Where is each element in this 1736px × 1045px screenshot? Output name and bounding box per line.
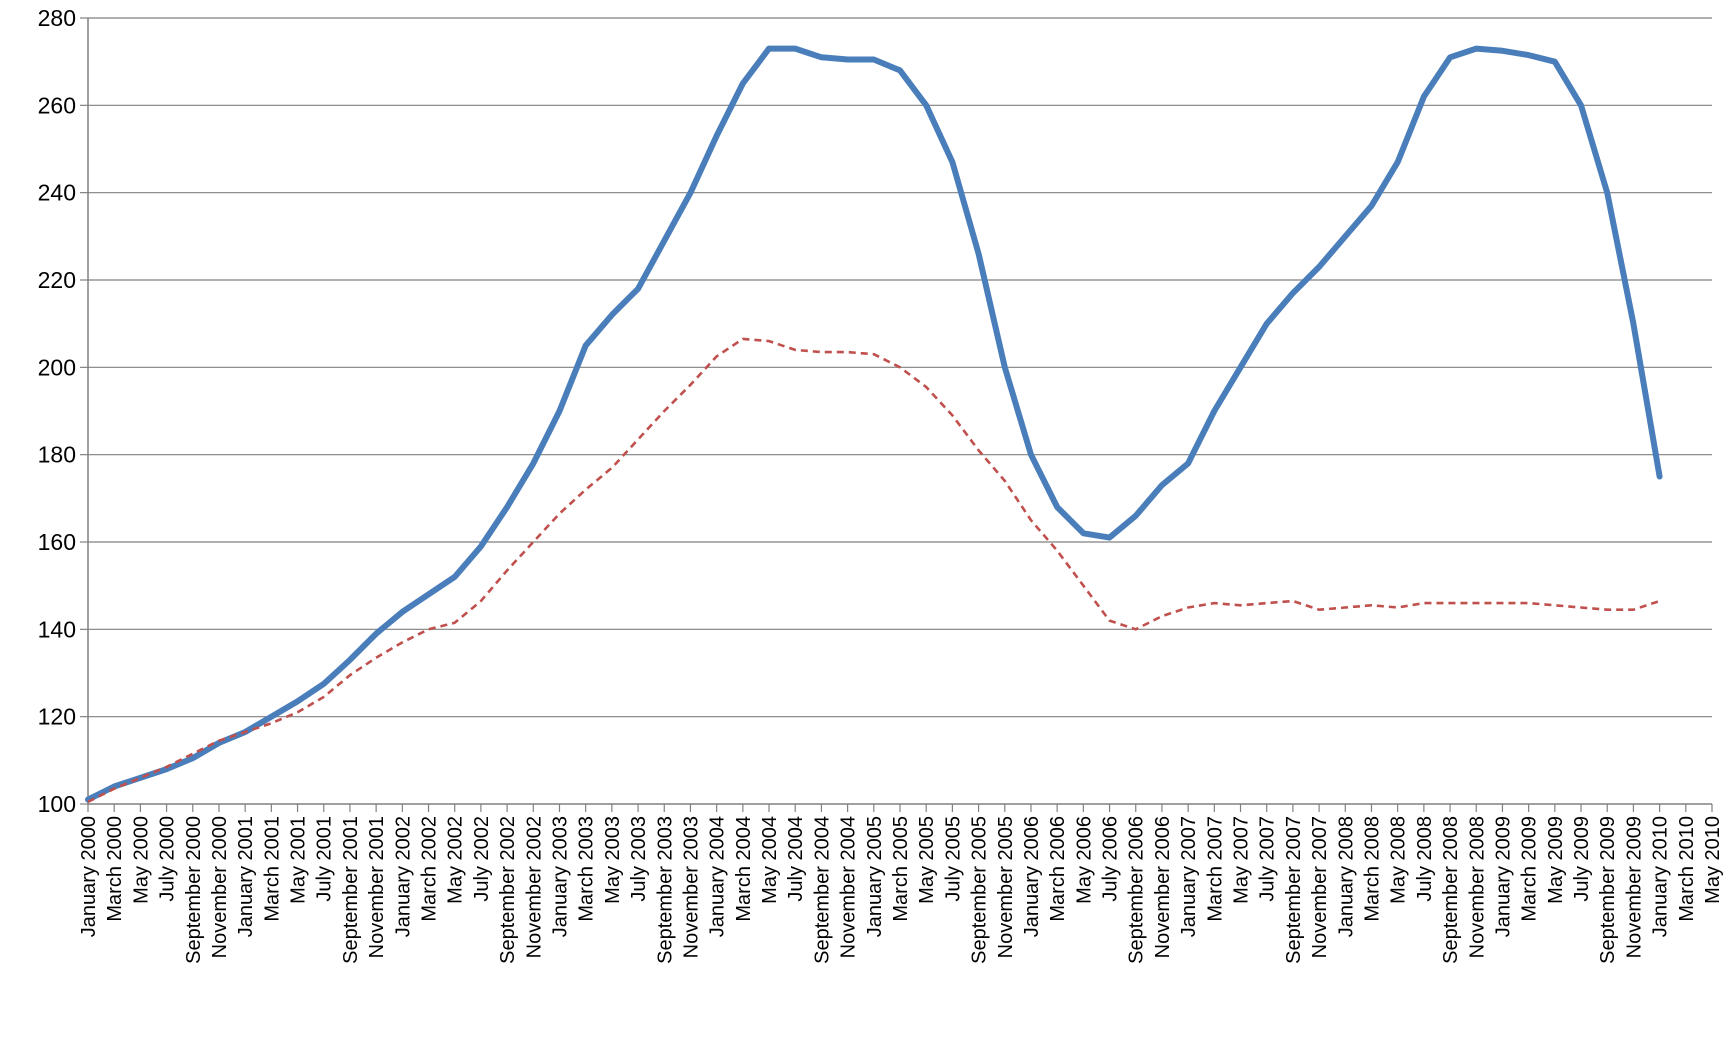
x-tick-label: November 2002 — [523, 816, 545, 958]
y-tick-label: 120 — [38, 704, 76, 730]
y-tick-label: 160 — [38, 529, 76, 555]
x-tick-label: January 2008 — [1335, 816, 1357, 937]
series-line-0 — [85, 45, 1663, 803]
x-tick-label: May 2000 — [130, 816, 152, 904]
x-tick-label: May 2006 — [1073, 816, 1095, 904]
x-tick-label: January 2007 — [1178, 816, 1200, 937]
x-tick-label: March 2001 — [261, 816, 283, 922]
x-tick-label: July 2007 — [1257, 816, 1279, 902]
series-line-1 — [87, 337, 1661, 803]
x-tick-label: March 2008 — [1361, 816, 1383, 922]
x-tick-label: November 2007 — [1309, 816, 1331, 958]
x-tick-label: July 2009 — [1571, 816, 1593, 902]
y-tick-label: 220 — [38, 267, 76, 293]
x-tick-label: November 2008 — [1466, 816, 1488, 958]
x-tick-label: November 2003 — [680, 816, 702, 958]
x-tick-label: May 2005 — [916, 816, 938, 904]
x-tick-label: January 2005 — [864, 816, 886, 937]
x-tick-label: January 2002 — [392, 816, 414, 937]
x-tick-label: September 2007 — [1283, 816, 1305, 964]
x-tick-label: November 2009 — [1623, 816, 1645, 958]
x-tick-label: November 2000 — [209, 816, 231, 958]
y-tick-label: 240 — [38, 180, 76, 206]
x-tick-label: November 2001 — [366, 816, 388, 958]
x-tick-label: January 2010 — [1650, 816, 1672, 937]
x-tick-label: September 2006 — [1126, 816, 1148, 964]
x-tick-label: January 2003 — [549, 816, 571, 937]
x-tick-label: March 2010 — [1676, 816, 1698, 922]
series-lines — [85, 45, 1663, 803]
x-tick-label: May 2001 — [288, 816, 310, 904]
x-tick-label: July 2008 — [1414, 816, 1436, 902]
y-tick-label: 180 — [38, 442, 76, 468]
x-tick-label: March 2004 — [733, 816, 755, 922]
x-tick-label: March 2002 — [419, 816, 441, 922]
x-tick-label: September 2003 — [654, 816, 676, 964]
x-tick-label: May 2003 — [602, 816, 624, 904]
x-tick-label: September 2005 — [969, 816, 991, 964]
x-tick-label: September 2008 — [1440, 816, 1462, 964]
axes — [80, 17, 1713, 812]
x-tick-label: May 2008 — [1388, 816, 1410, 904]
y-tick-label: 100 — [38, 791, 76, 817]
x-tick-label: January 2006 — [1021, 816, 1043, 937]
x-tick-label: September 2002 — [497, 816, 519, 964]
x-tick-label: May 2002 — [445, 816, 467, 904]
x-tick-label: July 2000 — [157, 816, 179, 902]
x-tick-label: September 2001 — [340, 816, 362, 964]
y-tick-label: 200 — [38, 354, 76, 380]
x-tick-label: July 2005 — [942, 816, 964, 902]
y-tick-label: 140 — [38, 616, 76, 642]
x-tick-label: March 2000 — [104, 816, 126, 922]
x-tick-label: November 2004 — [838, 816, 860, 958]
x-tick-label: November 2005 — [995, 816, 1017, 958]
x-tick-label: May 2010 — [1702, 816, 1724, 904]
x-tick-label: January 2009 — [1492, 816, 1514, 937]
x-tick-label: September 2009 — [1597, 816, 1619, 964]
x-tick-label: July 2006 — [1100, 816, 1122, 902]
x-tick-label: January 2000 — [78, 816, 100, 937]
x-tick-label: September 2000 — [183, 816, 205, 964]
x-tick-label: May 2007 — [1231, 816, 1253, 904]
x-tick-label: July 2004 — [785, 816, 807, 902]
y-tick-label: 280 — [38, 5, 76, 31]
x-tick-label: May 2004 — [759, 816, 781, 904]
x-tick-label: September 2004 — [811, 816, 833, 964]
x-tick-label: July 2001 — [314, 816, 336, 902]
x-tick-label: January 2004 — [707, 816, 729, 937]
x-tick-label: March 2007 — [1204, 816, 1226, 922]
x-tick-label: May 2009 — [1545, 816, 1567, 904]
x-axis-ticks: January 2000 March 2000 May 2000 July 2000 S… — [78, 816, 1724, 964]
x-tick-label: March 2003 — [576, 816, 598, 922]
x-tick-label: November 2006 — [1152, 816, 1174, 958]
x-tick-label: July 2002 — [471, 816, 493, 902]
y-tick-label: 260 — [38, 92, 76, 118]
x-tick-label: January 2001 — [235, 816, 257, 937]
x-tick-label: July 2003 — [628, 816, 650, 902]
x-tick-label: March 2009 — [1519, 816, 1541, 922]
x-tick-label: March 2006 — [1047, 816, 1069, 922]
x-tick-label: March 2005 — [890, 816, 912, 922]
y-axis-ticks: 100 120 140 160 180 200 220 240 260 280 — [38, 5, 76, 817]
